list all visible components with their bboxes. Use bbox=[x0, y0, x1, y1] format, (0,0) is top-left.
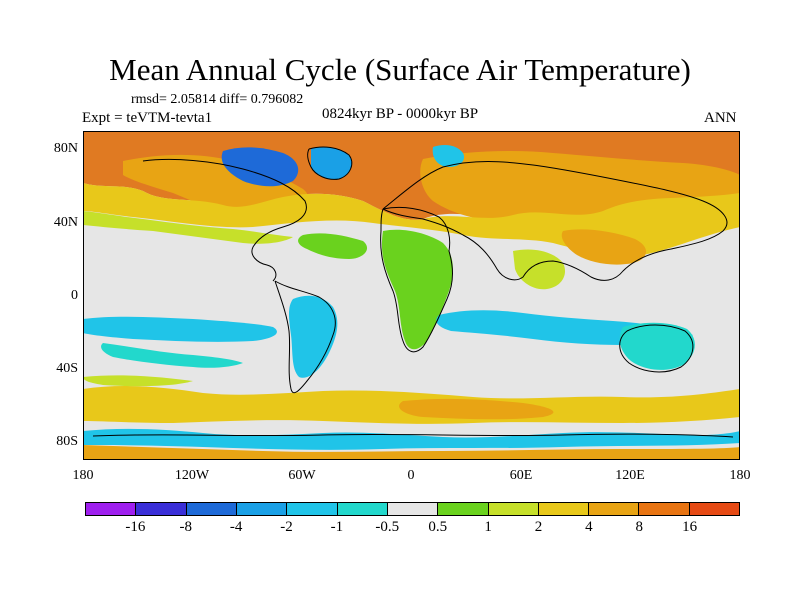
legend-label: 2 bbox=[534, 519, 543, 535]
lat-label-40n: 40N bbox=[53, 215, 78, 230]
siberia-cool-patch bbox=[432, 145, 465, 167]
legend-swatch-12 bbox=[689, 503, 740, 515]
india-slight-warm bbox=[513, 249, 566, 290]
legend-label: 8 bbox=[635, 519, 643, 535]
period-label: 0824kyr BP - 0000kyr BP bbox=[322, 106, 479, 122]
greenland-cool-patch bbox=[311, 147, 352, 180]
legend-swatch-5 bbox=[337, 503, 388, 515]
legend-label: -0.5 bbox=[375, 519, 400, 535]
antarctic-warm-strip bbox=[83, 445, 740, 460]
legend-swatch-8 bbox=[488, 503, 539, 515]
australia-coast bbox=[619, 324, 694, 373]
southern-ocean-warm-core bbox=[399, 398, 554, 420]
chart-title: Mean Annual Cycle (Surface Air Temperatu… bbox=[109, 52, 691, 87]
south-pacific-cool-band bbox=[101, 343, 243, 368]
experiment-label: Expt = teVTM-tevta1 bbox=[82, 110, 213, 126]
equatorial-pacific-cool bbox=[83, 316, 277, 342]
africa-coast bbox=[380, 206, 453, 353]
legend-swatch-7 bbox=[438, 503, 489, 515]
africa-slight-warm bbox=[381, 229, 453, 350]
legend-swatch-4 bbox=[287, 503, 338, 515]
legend-swatch-0 bbox=[86, 503, 137, 515]
lon-label-180e: 180 bbox=[729, 468, 751, 483]
legend-swatch-9 bbox=[538, 503, 590, 515]
antarctic-cool-edge bbox=[83, 428, 740, 450]
legend-label: 1 bbox=[484, 519, 492, 535]
legend-label: 16 bbox=[682, 519, 698, 535]
map-canvas bbox=[83, 131, 740, 460]
legend-swatch-11 bbox=[639, 503, 690, 515]
lat-label-80n: 80N bbox=[53, 141, 78, 156]
canadian-arctic-cold-patch bbox=[221, 147, 299, 187]
lon-label-180w: 180 bbox=[72, 468, 94, 483]
legend-swatch-3 bbox=[236, 503, 288, 515]
legend-swatch-6 bbox=[387, 503, 439, 515]
south-asia-warm bbox=[561, 229, 647, 265]
eurasia-coast bbox=[382, 161, 728, 281]
color-legend-bar bbox=[85, 502, 740, 516]
antarctica-coast bbox=[92, 433, 734, 438]
temperature-anomaly-map bbox=[83, 131, 740, 460]
legend-swatch-2 bbox=[186, 503, 237, 515]
coastlines bbox=[92, 146, 734, 438]
lon-label-60w: 60W bbox=[288, 468, 316, 483]
southern-ocean-slight-warm bbox=[83, 375, 193, 387]
north-pacific-slight-warm bbox=[83, 211, 293, 244]
south-america-cool bbox=[289, 295, 338, 378]
greenland-coast bbox=[307, 146, 353, 180]
legend-label: -2 bbox=[280, 519, 293, 535]
lon-label-60e: 60E bbox=[509, 468, 533, 483]
south-america-coast bbox=[274, 280, 336, 394]
legend-label: -16 bbox=[125, 519, 146, 535]
legend-label: -4 bbox=[229, 519, 243, 535]
season-label: ANN bbox=[704, 110, 737, 126]
lat-label-40s: 40S bbox=[56, 361, 78, 376]
legend-label: -8 bbox=[179, 519, 193, 535]
lon-label-0: 0 bbox=[407, 468, 415, 483]
lon-label-120w: 120W bbox=[174, 468, 210, 483]
north-america-coast bbox=[142, 158, 307, 282]
lat-label-0: 0 bbox=[71, 288, 78, 303]
legend-label: 4 bbox=[585, 519, 593, 535]
atlantic-slight-warm bbox=[298, 233, 368, 259]
legend-swatch-1 bbox=[136, 503, 187, 515]
australia-cool bbox=[619, 322, 695, 370]
legend-label: 0.5 bbox=[428, 519, 448, 535]
legend-swatch-10 bbox=[589, 503, 640, 515]
lon-label-120e: 120E bbox=[615, 468, 645, 483]
lat-label-80s: 80S bbox=[56, 434, 78, 449]
rmsd-diff-stats: rmsd= 2.05814 diff= 0.796082 bbox=[131, 92, 304, 107]
legend-label: -1 bbox=[330, 519, 344, 535]
